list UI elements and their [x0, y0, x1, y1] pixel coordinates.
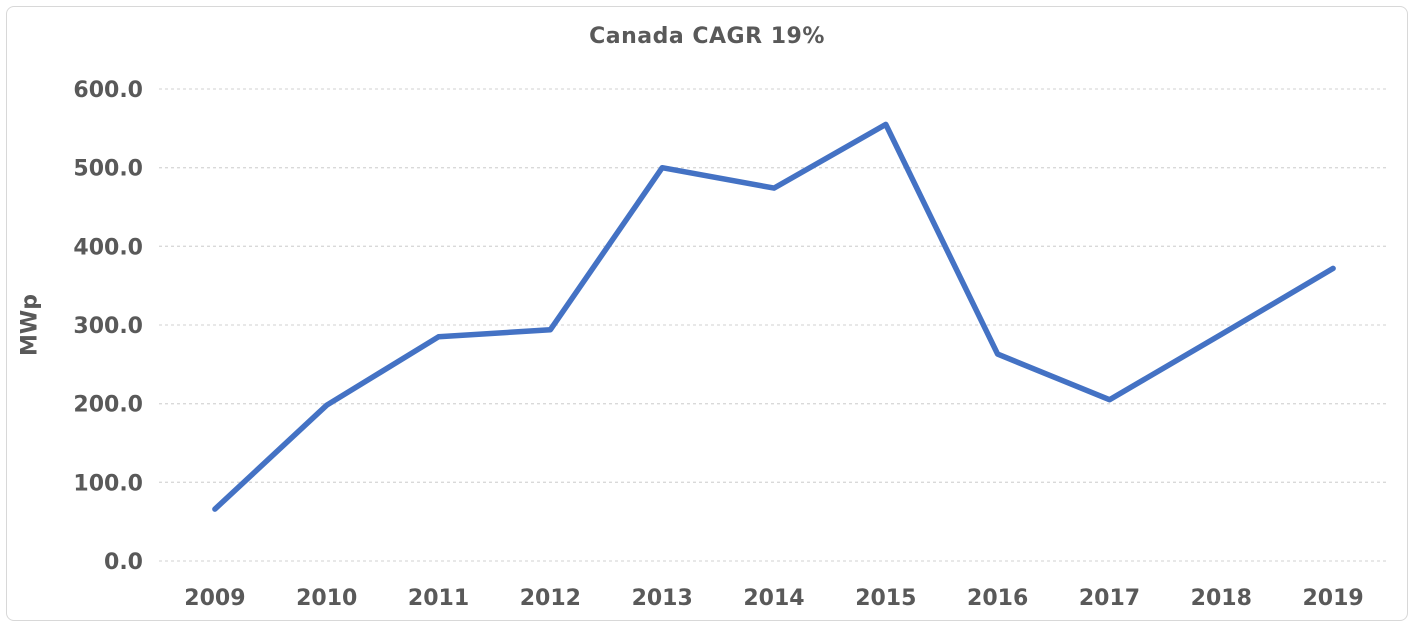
- x-tick-label: 2019: [1302, 586, 1363, 611]
- data-line-series: [212, 121, 1336, 512]
- y-tick-label: 100.0: [73, 471, 143, 496]
- x-tick-label: 2012: [520, 586, 581, 611]
- chart-title: Canada CAGR 19%: [589, 24, 825, 49]
- x-tick-label: 2015: [855, 586, 916, 611]
- y-tick-label: 500.0: [73, 157, 143, 182]
- y-tick-label: 0.0: [104, 550, 143, 575]
- x-tick-label: 2009: [184, 586, 245, 611]
- y-tick-label: 600.0: [73, 78, 143, 103]
- y-tick-label: 200.0: [73, 393, 143, 418]
- y-tick-label: 300.0: [73, 314, 143, 339]
- x-tick-label: 2010: [296, 586, 357, 611]
- y-tick-label: 400.0: [73, 235, 143, 260]
- x-tick-label: 2016: [967, 586, 1028, 611]
- x-tick-label: 2014: [743, 586, 804, 611]
- x-tick-label: 2017: [1079, 586, 1140, 611]
- x-tick-label: 2011: [408, 586, 469, 611]
- x-tick-label: 2018: [1191, 586, 1252, 611]
- x-tick-label: 2013: [632, 586, 693, 611]
